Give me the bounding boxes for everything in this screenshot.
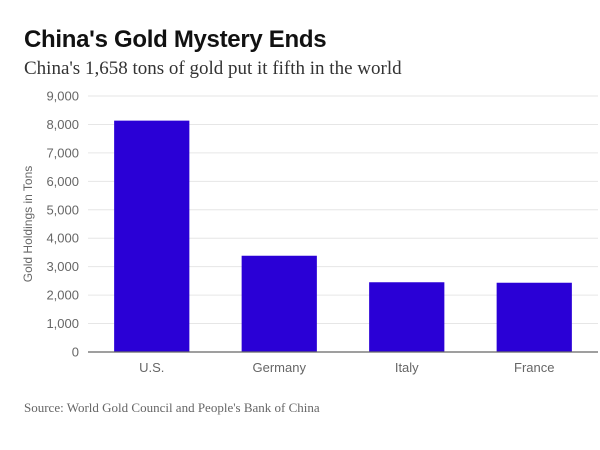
x-tick-label: France (514, 360, 554, 375)
x-tick-label: Italy (395, 360, 419, 375)
y-tick-label: 5,000 (46, 202, 79, 217)
bar (496, 282, 572, 352)
bar (369, 282, 445, 352)
y-tick-label: 1,000 (46, 316, 79, 331)
y-tick-label: 8,000 (46, 117, 79, 132)
bars (114, 120, 572, 352)
y-tick-label: 6,000 (46, 174, 79, 189)
y-axis-ticks: 0 1,000 2,000 3,000 4,000 5,000 6,000 7,000 8,00… (46, 89, 79, 360)
y-tick-label: 0 (72, 345, 79, 360)
y-tick-label: 4,000 (46, 231, 79, 246)
x-axis-ticks: U.S. Germany Italy France (139, 360, 554, 375)
source-note: Source: World Gold Council and People's … (24, 400, 320, 415)
bar (241, 255, 317, 352)
x-tick-label: U.S. (139, 360, 164, 375)
chart-title: China's Gold Mystery Ends (24, 26, 327, 53)
chart-subtitle: China's 1,658 tons of gold put it fifth … (24, 58, 402, 79)
y-axis-label: Gold Holdings in Tons (21, 166, 35, 283)
y-tick-label: 3,000 (46, 259, 79, 274)
y-tick-label: 2,000 (46, 288, 79, 303)
bar (114, 120, 190, 352)
x-tick-label: Germany (253, 360, 307, 375)
y-tick-label: 9,000 (46, 89, 79, 104)
y-tick-label: 7,000 (46, 145, 79, 160)
